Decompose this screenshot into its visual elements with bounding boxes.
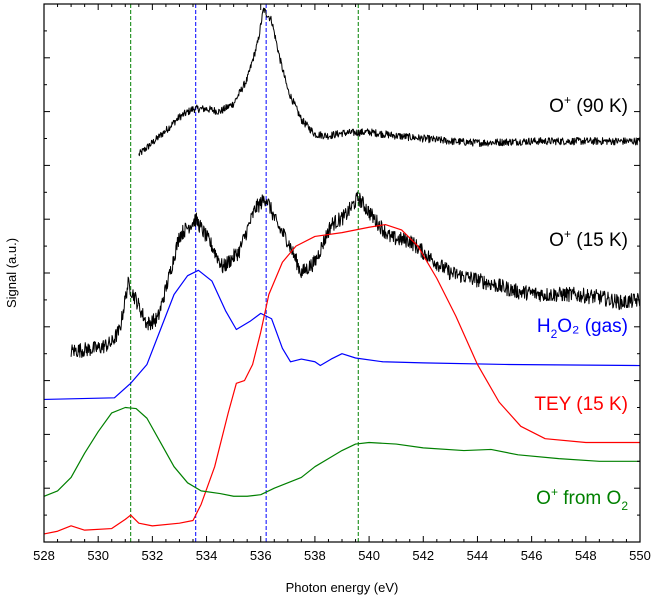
curve-label: TEY (15 K) — [534, 394, 628, 415]
curves — [43, 7, 641, 535]
curve-label: O+ (15 K) — [549, 227, 628, 251]
curve-label: H2O₂ (gas) — [537, 316, 628, 341]
curve-label-part: 2 — [551, 327, 558, 341]
x-tick-label: 540 — [358, 548, 380, 563]
x-tick-label: 534 — [196, 548, 218, 563]
x-tick-label: 532 — [142, 548, 164, 563]
x-axis-ticks: 528 530 532 534 536 538 540 542 544 546 548 550 — [33, 4, 651, 563]
curve-label-part: (15 K) — [571, 230, 628, 251]
curve-label-part: O₂ (gas) — [557, 316, 628, 337]
curve-label-part: from O — [558, 488, 621, 509]
series-line — [43, 223, 640, 535]
curve-label-part: O — [536, 488, 551, 509]
curve-label-part: + — [551, 485, 558, 499]
y-axis-label: Signal (a.u.) — [4, 238, 19, 308]
x-tick-label: 528 — [33, 548, 55, 563]
curve-label: O+ (90 K) — [549, 93, 628, 117]
x-tick-label: 542 — [412, 548, 434, 563]
x-axis-label: Photon energy (eV) — [286, 580, 399, 595]
curve-label-part: O — [549, 96, 564, 117]
x-tick-label: 548 — [575, 548, 597, 563]
curve-label-part: 2 — [621, 499, 628, 513]
series-line — [43, 406, 640, 497]
curve-label-part: + — [564, 93, 571, 107]
curve-label-part: H — [537, 316, 551, 337]
series-line — [138, 7, 641, 157]
x-tick-label: 538 — [304, 548, 326, 563]
curve-label-part: TEY (15 K) — [534, 394, 628, 415]
x-tick-label: 530 — [87, 548, 109, 563]
x-tick-label: 536 — [250, 548, 272, 563]
x-tick-label: 546 — [521, 548, 543, 563]
plot-frame — [43, 3, 641, 543]
curve-label: O+ from O2 — [536, 485, 628, 513]
curve-label-part: (90 K) — [571, 96, 628, 117]
curve-label-part: + — [564, 227, 571, 241]
x-tick-label: 550 — [629, 548, 651, 563]
x-tick-label: 544 — [467, 548, 489, 563]
curve-label-part: O — [549, 230, 564, 251]
series-line — [70, 191, 641, 358]
curve-labels: O+ (90 K)O+ (15 K)H2O₂ (gas)TEY (15 K)O+… — [534, 93, 628, 513]
series-line — [43, 269, 641, 401]
y-axis-ticks — [44, 3, 640, 543]
